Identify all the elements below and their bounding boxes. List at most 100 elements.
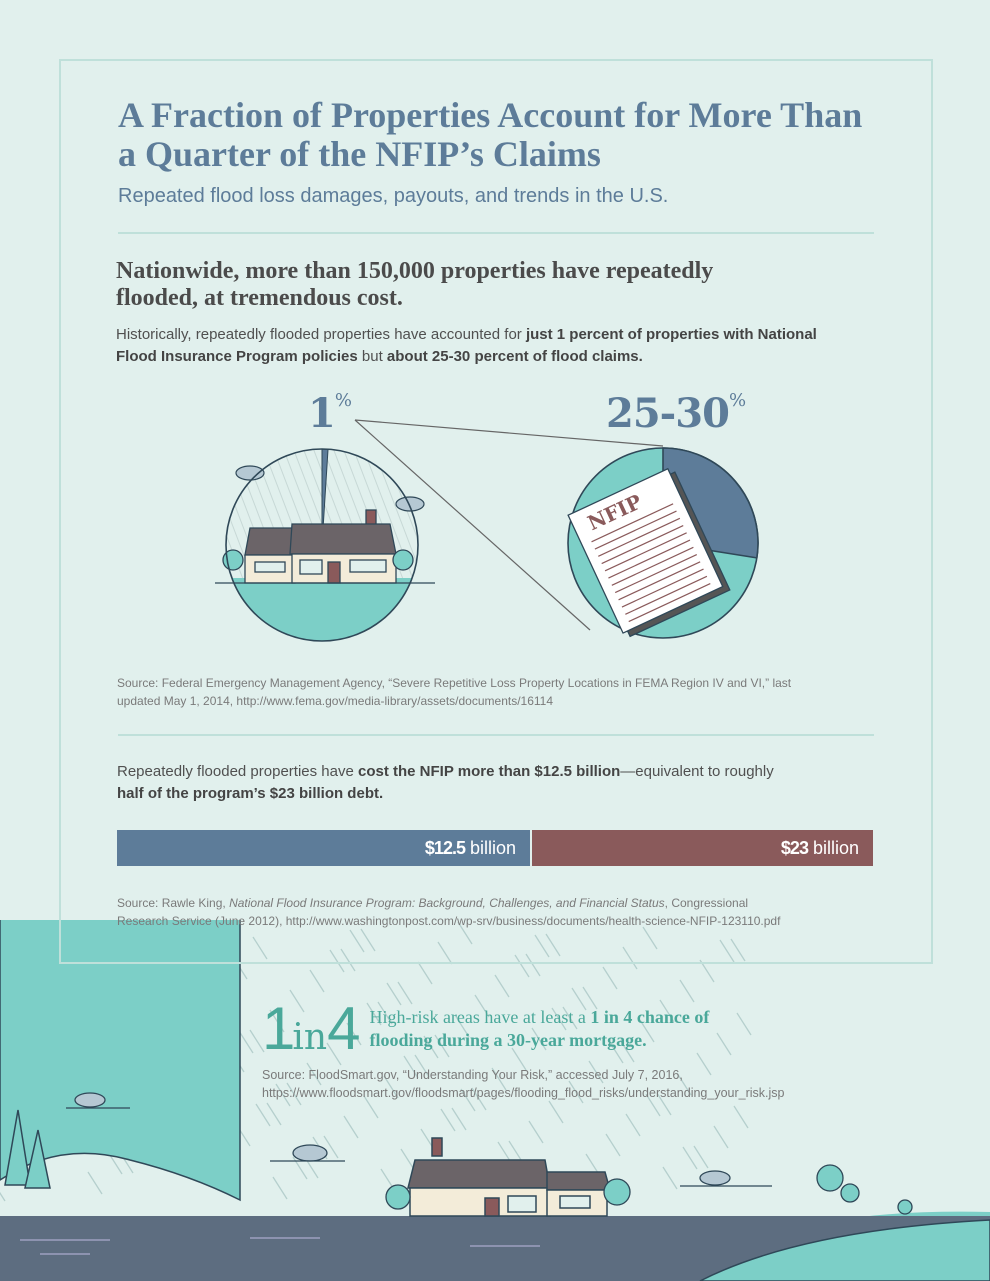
rain-line [682,1146,698,1170]
rain-line [545,933,561,957]
rain-line [662,1166,678,1190]
page-title: A Fraction of Properties Account for Mor… [118,95,863,174]
rain-line [514,954,530,978]
hatch-line [369,449,418,641]
pie-left [200,440,570,650]
stat-unit: % [334,390,352,411]
house-icon [407,1137,611,1217]
rain-line [440,1108,456,1132]
text: just 1 percent of properties with Nation… [116,326,817,365]
rain-line [343,1115,359,1139]
hatch-line [420,440,500,650]
bar-unit: billion [807,838,859,858]
rain-line [326,1042,342,1066]
rain-line [377,1001,393,1025]
rain-line [349,929,365,953]
stat-1-in-4: 1in4 [262,998,360,1060]
rain-line [491,1067,507,1091]
document-icon [567,467,731,638]
rain-line [733,1105,749,1129]
document-text-line [621,568,704,608]
hatch-line [490,440,570,650]
rain-line [414,1054,430,1078]
rain-line [329,949,345,973]
source-citation: Source: Federal Emergency Management Age… [117,676,792,708]
hatch-line [200,440,210,650]
tree-icon [385,1164,913,1215]
section-heading: Nationwide, more than 150,000 properties… [116,258,714,311]
content-frame [59,59,933,964]
text: National Flood Insurance Program: Backgr… [229,896,665,910]
bar-value: $23 [780,838,809,858]
text: Repeatedly flooded properties have [117,763,358,780]
rain-line [693,1145,709,1169]
text: in [292,1017,328,1058]
hatch-line [359,449,418,641]
rain-line [568,1080,584,1104]
stat-value: 1 [308,390,336,437]
rain-line [605,1133,621,1157]
rain-line [716,1032,732,1056]
rain-line [340,948,356,972]
divider [118,232,874,234]
rain-line [622,946,638,970]
document-text-line [598,517,681,557]
text: 1 in 4 chance of flooding during a 30-ye… [369,1007,710,1050]
hatch-line [430,440,510,650]
rain-line [460,1088,476,1112]
rain-line [383,1075,399,1099]
rain-line [0,1191,6,1202]
rain-line [571,987,587,1011]
bar-unit: billion [464,838,516,858]
rain-line [642,926,658,950]
cloud-icon [235,465,425,512]
cloud-icon [74,1092,731,1186]
rain-line [474,994,490,1018]
rain-line [346,1022,362,1046]
rain-line [434,1034,450,1058]
rain-line [309,969,325,993]
rain-line [471,1087,487,1111]
stat-value: 25-30 [606,390,730,437]
rain-line [736,1012,752,1036]
rain-line [551,1007,567,1031]
rain-line [255,1103,271,1127]
pie-right: NFIP [567,447,759,639]
rain-line [360,928,376,952]
rain-line [272,1176,288,1200]
text: but [357,348,387,365]
rain-line [582,986,598,1010]
bar-23-billion: $23 billion [532,830,873,866]
bar-value: $12.5 [424,838,466,858]
rain-line [713,1125,729,1149]
section-paragraph: Historically, repeatedly flooded propert… [116,324,836,368]
tree-icon [24,1129,51,1189]
rain-line [676,1072,692,1096]
stat-25-30-percent: 25-30% [606,390,746,437]
divider [118,734,874,736]
rain-line [87,1171,103,1195]
bar-12-5-billion: $12.5 billion [117,830,530,866]
rain-line [494,974,510,998]
rain-line [286,1082,302,1106]
rain-line [363,1095,379,1119]
header-block: A Fraction of Properties Account for Mor… [118,96,874,234]
rain-line [252,936,268,960]
rain-line [639,1019,655,1043]
document-text-line [594,510,677,550]
rain-line [525,953,541,977]
rain-line [423,1035,439,1059]
rain-line [619,1039,635,1063]
hatch-line [470,440,550,650]
rain-line [306,1062,322,1086]
rain-line [386,982,402,1006]
rain-line [602,966,618,990]
rain-line [696,1052,712,1076]
hatch-line [440,440,520,650]
text: Source: Rawle King, [117,896,230,910]
document-text-line [614,554,698,594]
page-subtitle: Repeated flood loss damages, payouts, an… [118,185,669,207]
pie-comparison: NFIP [200,419,759,650]
hatch-line [460,440,540,650]
document-text-line [625,575,708,615]
